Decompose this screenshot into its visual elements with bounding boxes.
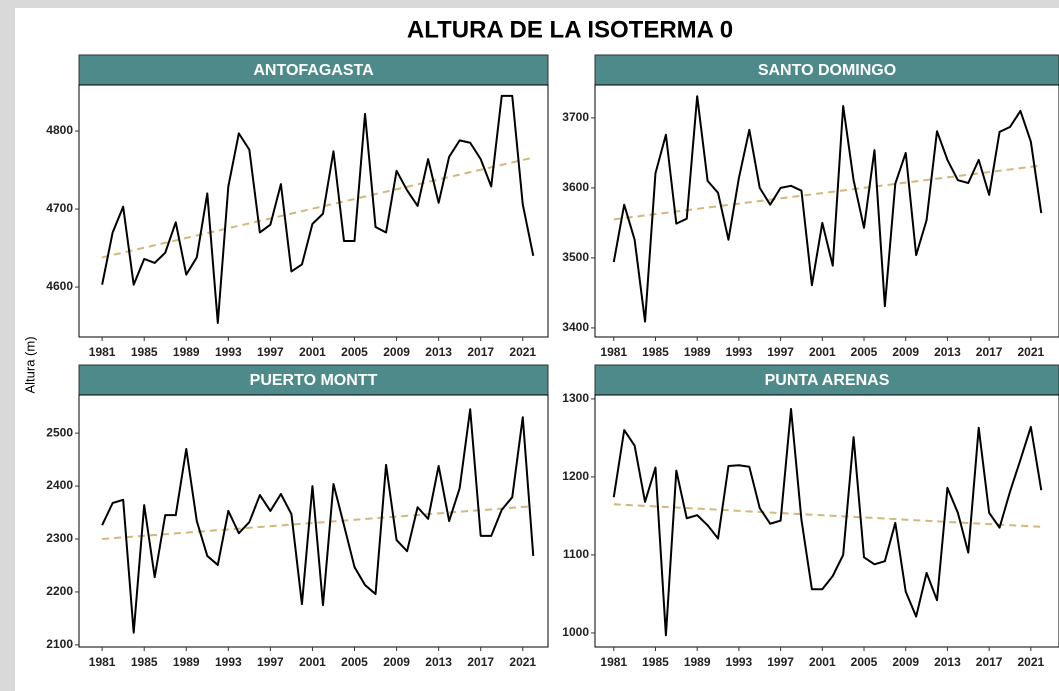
x-tick-label: 1993 bbox=[726, 655, 753, 669]
y-tick-label: 3700 bbox=[562, 110, 589, 124]
x-tick-label: 1985 bbox=[131, 345, 158, 359]
x-tick-label: 2017 bbox=[467, 345, 494, 359]
trend-line bbox=[101, 156, 534, 259]
panel-title: PUERTO MONTT bbox=[250, 372, 378, 389]
x-tick-label: 1989 bbox=[173, 345, 200, 359]
x-tick-label: 2017 bbox=[467, 655, 494, 669]
x-tick-label: 2005 bbox=[341, 345, 368, 359]
x-tick-label: 2005 bbox=[341, 655, 368, 669]
y-tick-label: 2200 bbox=[46, 584, 73, 598]
x-tick-label: 2021 bbox=[509, 345, 536, 359]
y-tick-label: 2100 bbox=[46, 637, 73, 651]
y-tick-label: 4600 bbox=[46, 279, 73, 293]
x-tick-label: 2017 bbox=[976, 345, 1003, 359]
data-line bbox=[612, 408, 1043, 637]
x-tick-label: 2009 bbox=[892, 655, 919, 669]
x-tick-label: 2021 bbox=[509, 655, 536, 669]
y-tick-label: 2300 bbox=[46, 531, 73, 545]
x-tick-label: 1997 bbox=[767, 345, 794, 359]
strip bbox=[594, 54, 1059, 86]
plot-area bbox=[78, 394, 549, 648]
x-tick-label: 1981 bbox=[89, 655, 116, 669]
strip bbox=[78, 364, 549, 396]
x-tick-label: 1981 bbox=[600, 655, 627, 669]
y-tick-label: 4700 bbox=[46, 201, 73, 215]
x-tick-label: 1997 bbox=[257, 655, 284, 669]
x-tick-label: 2001 bbox=[809, 655, 836, 669]
x-tick-label: 1997 bbox=[257, 345, 284, 359]
x-tick-label: 1985 bbox=[131, 655, 158, 669]
x-tick-label: 1985 bbox=[642, 655, 669, 669]
y-tick-label: 2400 bbox=[46, 478, 73, 492]
x-tick-label: 2009 bbox=[383, 655, 410, 669]
x-tick-label: 2013 bbox=[425, 655, 452, 669]
x-tick-label: 2009 bbox=[892, 345, 919, 359]
y-tick-label: 1100 bbox=[563, 547, 589, 561]
trend-line bbox=[102, 505, 534, 540]
x-tick-label: 2005 bbox=[851, 345, 878, 359]
panel-title: PUNTA ARENAS bbox=[765, 372, 890, 389]
panel-title: ANTOFAGASTA bbox=[253, 62, 374, 79]
x-tick-label: 1989 bbox=[684, 345, 711, 359]
x-tick-label: 2021 bbox=[1017, 345, 1044, 359]
y-tick-label: 1000 bbox=[562, 625, 589, 639]
data-line bbox=[101, 94, 535, 324]
plot-area bbox=[594, 84, 1059, 338]
x-tick-label: 2017 bbox=[976, 655, 1003, 669]
x-tick-label: 2005 bbox=[851, 655, 878, 669]
y-tick-label: 3600 bbox=[562, 180, 589, 194]
plot-area bbox=[78, 84, 549, 338]
x-tick-label: 2001 bbox=[299, 345, 326, 359]
chart-title: ALTURA DE LA ISOTERMA 0 bbox=[407, 16, 733, 43]
x-tick-label: 2013 bbox=[934, 655, 961, 669]
y-tick-label: 1300 bbox=[562, 391, 589, 405]
x-tick-label: 2021 bbox=[1017, 655, 1044, 669]
panel-title: SANTO DOMINGO bbox=[758, 62, 896, 79]
data-line bbox=[101, 408, 535, 634]
x-tick-label: 1997 bbox=[767, 655, 794, 669]
x-tick-label: 1981 bbox=[89, 345, 116, 359]
y-axis-label: Altura (m) bbox=[22, 336, 37, 393]
x-tick-label: 1993 bbox=[215, 655, 242, 669]
y-tick-label: 2500 bbox=[46, 425, 73, 439]
x-tick-label: 2013 bbox=[934, 345, 961, 359]
y-tick-label: 3500 bbox=[562, 250, 589, 264]
y-tick-label: 1200 bbox=[562, 469, 589, 483]
x-tick-label: 1993 bbox=[215, 345, 242, 359]
x-tick-label: 2009 bbox=[383, 345, 410, 359]
strip bbox=[78, 54, 549, 86]
x-tick-label: 1981 bbox=[600, 345, 627, 359]
data-line bbox=[612, 95, 1043, 323]
x-tick-label: 1985 bbox=[642, 345, 669, 359]
x-tick-label: 1993 bbox=[726, 345, 753, 359]
x-tick-label: 1989 bbox=[684, 655, 711, 669]
x-tick-label: 2001 bbox=[809, 345, 836, 359]
x-tick-label: 2001 bbox=[299, 655, 326, 669]
y-tick-label: 3400 bbox=[562, 320, 589, 334]
strip bbox=[594, 364, 1059, 396]
x-tick-label: 1989 bbox=[173, 655, 200, 669]
y-tick-label: 4800 bbox=[46, 123, 73, 137]
x-tick-label: 2013 bbox=[425, 345, 452, 359]
